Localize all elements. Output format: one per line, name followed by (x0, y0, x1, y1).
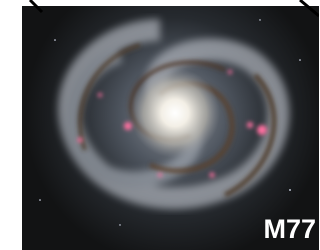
galaxy-core (130, 68, 220, 158)
object-label: M77 (263, 214, 316, 244)
galaxy-image: M77 (0, 0, 319, 250)
